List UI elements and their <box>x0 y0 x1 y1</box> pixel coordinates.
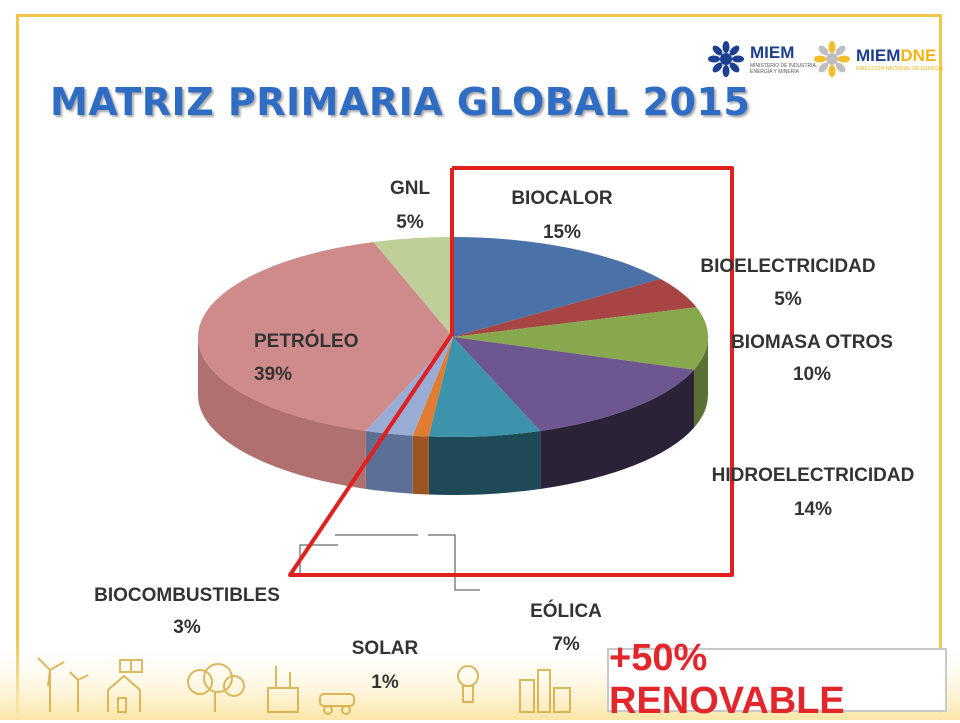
pie-side-biocombustibles <box>365 430 413 494</box>
wind-turbine-icon <box>37 657 89 712</box>
pie-side-biomasa-otros <box>693 337 708 428</box>
pie-slice-petroleo <box>198 241 453 431</box>
miem-logo-sub1: MINISTERIO DE INDUSTRIA, <box>750 63 818 69</box>
label-petroleo-pct: 39% <box>254 364 292 385</box>
sun-flower-icon <box>708 41 744 77</box>
label-hidro-name: HIDROELECTRICIDAD <box>712 465 915 486</box>
pie-side-hidroelectricidad <box>540 369 694 489</box>
label-gnl-name: GNL <box>390 178 431 199</box>
label-solar-pct: 1% <box>371 672 399 693</box>
pie-side-eolica <box>428 430 541 496</box>
pie-slice-solar <box>412 337 453 437</box>
label-bioelectricidad-name: BIOELECTRICIDAD <box>700 256 875 277</box>
label-hidro-pct: 14% <box>794 499 832 520</box>
pie-slice-gnl <box>373 237 453 337</box>
pie-slice-biocalor <box>453 237 661 337</box>
pie-slice-bioelectricidad <box>453 278 697 337</box>
miemdne-logo: MIEMDNE DIRECCIÓN NACIONAL DE ENERGÍA <box>812 34 943 84</box>
bulb-icon <box>457 665 479 703</box>
logo-petal <box>712 45 723 56</box>
logo-petal <box>732 55 744 63</box>
label-leaders <box>299 534 480 591</box>
logo-petal <box>712 62 723 73</box>
label-solar-name: SOLAR <box>352 638 419 659</box>
logo-petal <box>828 65 836 77</box>
label-biomasa-pct: 10% <box>793 364 831 385</box>
miem-logo-name: MIEM <box>750 43 795 62</box>
label-bioelectricidad-pct: 5% <box>774 289 802 310</box>
pie-slice-hidroelectricidad <box>453 337 694 431</box>
pie-slice-biomasa-otros <box>453 307 708 370</box>
logo-petal <box>722 41 730 53</box>
sun-flower-icon <box>814 41 850 77</box>
renewable-highlight-outline <box>288 166 734 577</box>
label-biocombustibles-name: BIOCOMBUSTIBLES <box>94 585 280 606</box>
logo-petal <box>729 62 740 73</box>
label-biomasa-name: BIOMASA OTROS <box>731 332 893 353</box>
pie-tops <box>198 237 708 437</box>
pie-sides <box>198 337 708 496</box>
factory-icon <box>267 666 299 713</box>
miemdne-logo-sub: DIRECCIÓN NACIONAL DE ENERGÍA <box>856 66 944 72</box>
pie-side-solar <box>412 435 429 495</box>
logo-petal <box>818 45 829 56</box>
label-eolica-pct: 7% <box>552 634 580 655</box>
leader-biocombustibles <box>299 544 338 575</box>
city-icon <box>519 669 571 713</box>
logo-petal <box>835 45 846 56</box>
miemdne-logo-name-b: DNE <box>900 46 937 65</box>
logo-petal <box>729 45 740 56</box>
label-petroleo-name: PETRÓLEO <box>254 330 359 352</box>
label-biocombustibles-pct: 3% <box>173 617 201 638</box>
renovable-badge: +50% RENOVABLE <box>607 637 947 722</box>
logo-petal <box>838 55 850 63</box>
miem-logo-sub2: ENERGÍA Y MINERÍA <box>750 69 799 75</box>
logo-petal <box>722 65 730 77</box>
miem-logo: MIEM MINISTERIO DE INDUSTRIA, ENERGÍA Y … <box>706 34 817 84</box>
logo-petal <box>828 41 836 53</box>
logo-petal <box>708 55 720 63</box>
label-gnl-pct: 5% <box>396 212 424 233</box>
label-eolica-name: EÓLICA <box>530 600 602 622</box>
slice-labels: BIOCALOR 15% BIOELECTRICIDAD 5% BIOMASA … <box>94 178 914 693</box>
logo-petal <box>818 62 829 73</box>
slide-frame <box>16 14 942 714</box>
miemdne-logo-name-a: MIEM <box>856 46 901 65</box>
car-icon <box>319 693 355 715</box>
pie-side-petroleo <box>198 337 366 489</box>
label-biocalor-name: BIOCALOR <box>511 188 613 209</box>
slide-title: MATRIZ PRIMARIA GLOBAL 2015 <box>50 80 751 124</box>
pie-slice-eolica <box>428 337 541 437</box>
house-icon <box>107 674 141 713</box>
logo-petal <box>835 62 846 73</box>
label-biocalor-pct: 15% <box>543 222 581 243</box>
leader-eolica <box>428 534 480 591</box>
logo-petal <box>814 55 826 63</box>
solar-panel-icon <box>119 659 143 673</box>
highlight-polygon <box>288 166 734 577</box>
cloud-tree-icon <box>187 663 245 712</box>
